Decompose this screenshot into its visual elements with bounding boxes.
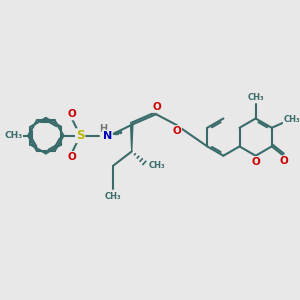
- Text: N: N: [103, 131, 112, 141]
- Text: CH₃: CH₃: [284, 115, 300, 124]
- Text: O: O: [172, 126, 181, 136]
- Text: CH₃: CH₃: [247, 93, 264, 102]
- Text: CH₃: CH₃: [105, 192, 122, 201]
- Text: O: O: [172, 126, 181, 136]
- Text: O: O: [252, 157, 261, 167]
- Text: CH₃: CH₃: [4, 131, 22, 140]
- Text: CH₃: CH₃: [148, 161, 165, 170]
- Polygon shape: [130, 125, 133, 152]
- Text: O: O: [67, 152, 76, 162]
- Text: O: O: [279, 156, 288, 166]
- Text: H: H: [100, 124, 108, 134]
- Text: O: O: [152, 102, 161, 112]
- Text: S: S: [76, 129, 84, 142]
- Text: O: O: [67, 110, 76, 119]
